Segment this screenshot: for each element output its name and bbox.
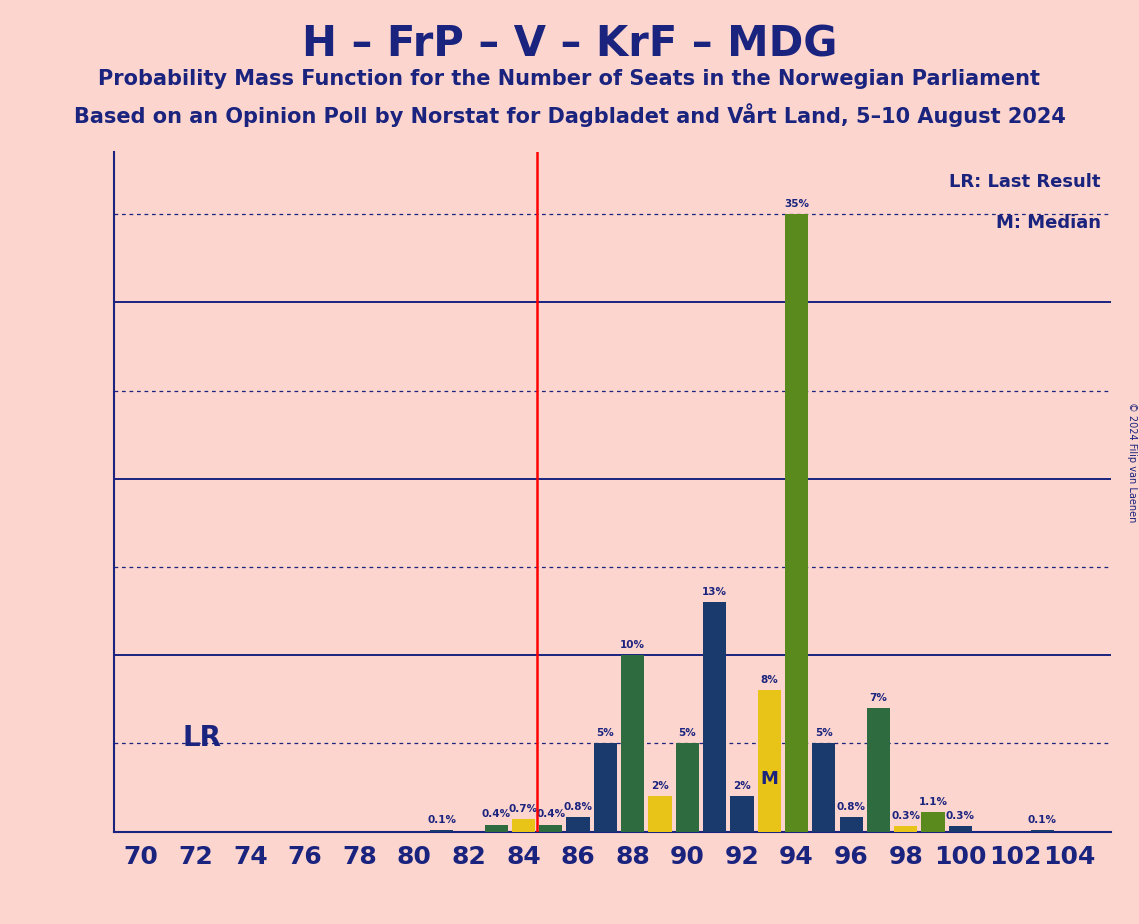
Text: 0.3%: 0.3% bbox=[945, 811, 975, 821]
Text: 5%: 5% bbox=[679, 728, 696, 738]
Text: 2%: 2% bbox=[734, 781, 751, 791]
Text: 0.1%: 0.1% bbox=[1027, 815, 1057, 824]
Bar bbox=[921, 812, 944, 832]
Bar bbox=[484, 824, 508, 832]
Text: 35%: 35% bbox=[784, 199, 809, 209]
Text: M: M bbox=[760, 770, 778, 787]
Text: 5%: 5% bbox=[597, 728, 614, 738]
Bar bbox=[894, 826, 917, 832]
Text: M: Median: M: Median bbox=[995, 213, 1100, 232]
Bar bbox=[730, 796, 754, 832]
Bar bbox=[593, 744, 617, 832]
Text: © 2024 Filip van Laenen: © 2024 Filip van Laenen bbox=[1126, 402, 1137, 522]
Bar bbox=[867, 708, 890, 832]
Bar bbox=[703, 602, 727, 832]
Text: 2%: 2% bbox=[652, 781, 669, 791]
Text: 0.8%: 0.8% bbox=[564, 802, 592, 812]
Text: 0.4%: 0.4% bbox=[482, 809, 510, 820]
Bar bbox=[539, 824, 563, 832]
Text: 0.7%: 0.7% bbox=[509, 804, 538, 814]
Bar bbox=[757, 690, 781, 832]
Bar bbox=[839, 818, 862, 832]
Text: Based on an Opinion Poll by Norstat for Dagbladet and Vårt Land, 5–10 August 202: Based on an Opinion Poll by Norstat for … bbox=[74, 103, 1065, 128]
Bar bbox=[1031, 830, 1054, 832]
Text: 1.1%: 1.1% bbox=[918, 796, 948, 807]
Bar bbox=[621, 655, 645, 832]
Text: Probability Mass Function for the Number of Seats in the Norwegian Parliament: Probability Mass Function for the Number… bbox=[98, 69, 1041, 90]
Text: 8%: 8% bbox=[761, 675, 778, 686]
Bar bbox=[511, 820, 535, 832]
Bar bbox=[785, 214, 809, 832]
Text: 10%: 10% bbox=[621, 640, 645, 650]
Text: 13%: 13% bbox=[702, 587, 727, 597]
Bar bbox=[648, 796, 672, 832]
Text: LR: Last Result: LR: Last Result bbox=[949, 173, 1100, 191]
Bar bbox=[812, 744, 835, 832]
Text: 7%: 7% bbox=[869, 693, 887, 703]
Text: 0.1%: 0.1% bbox=[427, 815, 456, 824]
Bar bbox=[949, 826, 972, 832]
Text: 0.3%: 0.3% bbox=[891, 811, 920, 821]
Text: 0.8%: 0.8% bbox=[837, 802, 866, 812]
Text: LR: LR bbox=[182, 724, 221, 752]
Bar bbox=[566, 818, 590, 832]
Bar bbox=[675, 744, 699, 832]
Text: H – FrP – V – KrF – MDG: H – FrP – V – KrF – MDG bbox=[302, 23, 837, 65]
Bar bbox=[429, 830, 453, 832]
Text: 5%: 5% bbox=[814, 728, 833, 738]
Text: 0.4%: 0.4% bbox=[536, 809, 565, 820]
